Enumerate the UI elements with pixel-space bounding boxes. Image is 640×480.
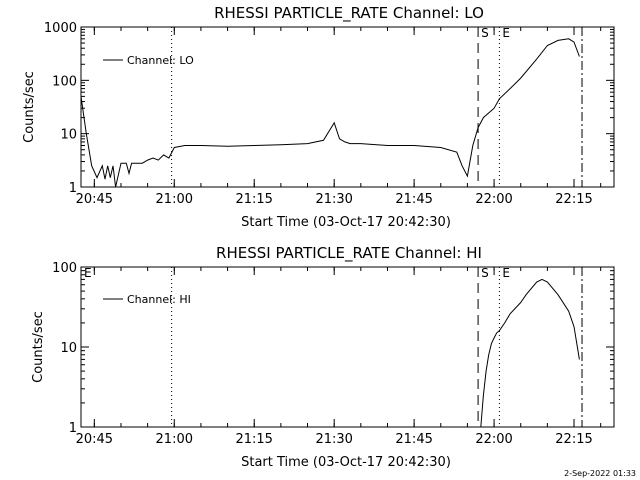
x-tick-label: 21:45 xyxy=(395,432,432,447)
x-tick-label: 22:15 xyxy=(555,192,592,207)
y-tick-label: 1 xyxy=(69,421,77,436)
x-tick-label: 22:00 xyxy=(475,192,512,207)
axis-ticks: 20:45 21:00 21:15 21:30 21:45 22:00 22:15 1 10 10… xyxy=(52,261,614,447)
legend: Channel: HI xyxy=(103,293,191,306)
series-line xyxy=(480,278,580,428)
y-tick-label: 10 xyxy=(60,341,77,356)
legend: Channel: LO xyxy=(103,54,194,67)
y-tick-label: 100 xyxy=(52,261,77,276)
x-tick-label: 21:45 xyxy=(395,192,432,207)
event-markers: S EE xyxy=(84,266,583,427)
x-axis-label: Start Time (03-Oct-17 20:42:30) xyxy=(241,215,451,230)
legend-label: Channel: LO xyxy=(127,54,194,67)
legend-label: Channel: HI xyxy=(127,293,191,306)
y-axis-label: Counts/sec xyxy=(22,71,37,143)
x-axis-label: Start Time (03-Oct-17 20:42:30) xyxy=(241,455,451,470)
x-tick-label: 20:45 xyxy=(76,432,113,447)
footer-timestamp: 2-Sep-2022 01:33 xyxy=(564,469,636,478)
x-tick-label: 21:15 xyxy=(235,432,272,447)
series-group xyxy=(480,278,580,428)
axis-ticks: 20:45 21:00 21:15 21:30 21:45 22:00 22:15 1 10 10… xyxy=(44,21,614,207)
panel-hi: RHESSI PARTICLE_RATE Channel: HI Start T… xyxy=(31,244,615,470)
event-marker-label: S xyxy=(481,26,489,40)
chart-title: RHESSI PARTICLE_RATE Channel: LO xyxy=(214,4,484,23)
series-line xyxy=(80,38,580,188)
plot-frame xyxy=(80,26,615,188)
x-tick-label: 21:15 xyxy=(235,192,272,207)
chart-title: RHESSI PARTICLE_RATE Channel: HI xyxy=(216,244,482,263)
panel-lo: RHESSI PARTICLE_RATE Channel: LO Start T… xyxy=(22,4,615,230)
event-marker-label: E xyxy=(84,266,92,280)
y-axis-label: Counts/sec xyxy=(31,311,46,383)
x-tick-label: 21:00 xyxy=(156,192,193,207)
series-group xyxy=(80,38,580,188)
y-tick-label: 10 xyxy=(60,128,77,143)
x-tick-label: 21:00 xyxy=(156,432,193,447)
x-tick-label: 22:00 xyxy=(475,432,512,447)
y-tick-label: 1000 xyxy=(44,21,77,36)
plot-frame xyxy=(80,266,615,428)
x-tick-label: 21:30 xyxy=(315,192,352,207)
x-tick-label: 22:15 xyxy=(555,432,592,447)
y-tick-label: 1 xyxy=(69,181,77,196)
event-marker-label: E xyxy=(502,266,510,280)
x-tick-label: 20:45 xyxy=(76,192,113,207)
y-tick-label: 100 xyxy=(52,74,77,89)
event-marker-label: E xyxy=(502,26,510,40)
event-marker-label: S xyxy=(481,266,489,280)
x-tick-label: 21:30 xyxy=(315,432,352,447)
